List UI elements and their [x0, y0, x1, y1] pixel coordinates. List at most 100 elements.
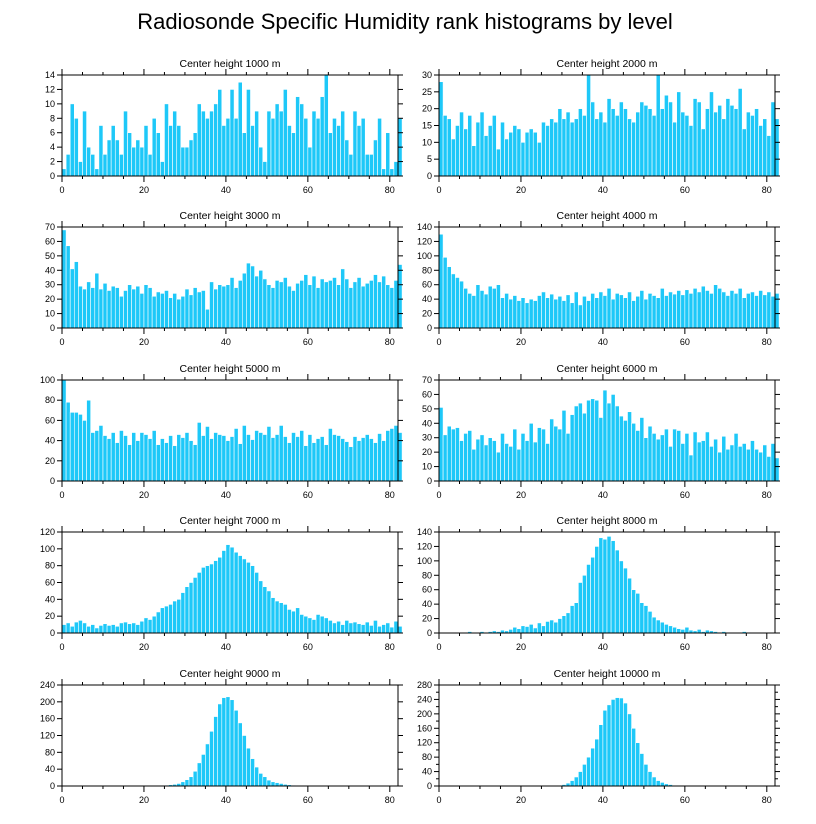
histogram-bar	[262, 776, 268, 787]
y-tick-label: 100	[417, 251, 432, 261]
histogram-bar	[696, 629, 702, 634]
histogram-bar	[209, 110, 214, 177]
histogram-bar	[610, 394, 616, 482]
histogram-bar	[373, 274, 378, 329]
histogram-bar	[627, 411, 632, 482]
histogram-bar	[397, 264, 403, 329]
histogram-bar	[532, 627, 538, 634]
histogram-bar	[352, 621, 358, 634]
histogram-bar	[774, 457, 780, 482]
histogram-bar	[110, 285, 116, 329]
y-tick-label: 8	[50, 113, 55, 123]
histogram-bar	[659, 108, 665, 177]
histogram-bar	[90, 154, 96, 177]
histogram-bar	[602, 121, 608, 177]
histogram-bar	[295, 96, 300, 177]
histogram-bar	[356, 440, 362, 482]
histogram-bar	[668, 101, 673, 177]
histogram-bar	[114, 287, 120, 329]
plot-frame	[61, 74, 399, 177]
histogram-bar	[356, 623, 362, 634]
histogram-bar	[659, 434, 665, 482]
histogram-bar	[463, 433, 468, 482]
histogram-bar	[754, 108, 759, 177]
histogram-bar	[635, 295, 641, 329]
histogram-bar	[86, 281, 91, 329]
histogram-bar	[160, 161, 165, 177]
histogram-bar	[254, 110, 259, 177]
histogram-bar	[389, 428, 395, 482]
histogram-bar	[266, 779, 272, 787]
histogram-bar	[569, 302, 575, 329]
histogram-bar	[692, 288, 698, 329]
histogram-bar	[258, 773, 264, 787]
histogram-bar	[586, 300, 591, 329]
histogram-bar	[299, 430, 305, 482]
y-tick-label: 40	[422, 599, 432, 609]
histogram-bar	[389, 168, 395, 177]
histogram-bar	[119, 295, 124, 329]
histogram-bar	[758, 451, 764, 482]
histogram-bar	[692, 98, 698, 177]
histogram-bar	[717, 451, 723, 482]
histogram-bar	[131, 146, 137, 177]
x-tick-label: 40	[221, 795, 231, 805]
histogram-bar	[459, 111, 464, 177]
histogram-bar	[491, 288, 497, 329]
histogram-bar	[504, 293, 509, 329]
histogram-bar	[774, 118, 780, 177]
histogram-bar	[168, 604, 173, 634]
histogram-bar	[143, 284, 149, 329]
histogram-bar	[450, 428, 456, 482]
histogram-bar	[705, 108, 710, 177]
histogram-bar	[692, 431, 698, 482]
histogram-bar	[266, 426, 272, 482]
histogram-bar	[553, 621, 559, 634]
panel-title: Center height 7000 m	[180, 515, 281, 527]
histogram-bar	[119, 154, 124, 177]
histogram-bar	[713, 438, 718, 482]
histogram-bar	[573, 602, 579, 634]
figure-title: Radiosonde Specific Humidity rank histog…	[137, 9, 673, 34]
histogram-bar	[98, 625, 104, 634]
x-tick-label: 40	[598, 185, 608, 195]
histogram-bar	[160, 438, 165, 482]
histogram-bar	[659, 782, 665, 787]
histogram-bar	[672, 121, 677, 177]
y-tick-label: 25	[422, 87, 432, 97]
histogram-bar	[393, 280, 399, 329]
histogram-bar	[471, 448, 477, 482]
histogram-bar	[672, 626, 677, 634]
histogram-bar	[221, 697, 227, 787]
histogram-bar	[766, 291, 772, 329]
histogram-bar	[528, 624, 534, 634]
y-tick-label: 120	[417, 236, 432, 246]
histogram-bar	[201, 754, 206, 787]
histogram-bar	[717, 288, 723, 329]
histogram-bar	[364, 434, 370, 482]
histogram-bar	[106, 625, 112, 634]
histogram-bar	[590, 747, 596, 787]
histogram-bar	[328, 620, 333, 634]
histogram-bar	[598, 111, 604, 177]
histogram-bar	[770, 295, 776, 329]
histogram-bar	[659, 288, 665, 329]
histogram-bar	[594, 297, 600, 329]
y-tick-label: 60	[45, 578, 55, 588]
histogram-bar	[184, 779, 190, 787]
histogram-bar	[364, 154, 370, 177]
histogram-bar	[291, 432, 296, 482]
y-tick-label: 120	[417, 541, 432, 551]
panel-title: Center height 3000 m	[180, 210, 281, 222]
histogram-bar	[500, 297, 505, 329]
x-tick-label: 20	[139, 490, 149, 500]
histogram-bar	[520, 433, 526, 482]
histogram-bar	[250, 439, 255, 482]
histogram-bar	[233, 117, 239, 177]
histogram-bar	[631, 589, 636, 634]
histogram-bar	[336, 284, 341, 329]
y-tick-label: 15	[422, 121, 432, 131]
x-tick-label: 20	[516, 337, 526, 347]
y-tick-label: 0	[50, 171, 55, 181]
histogram-bar	[729, 290, 735, 329]
